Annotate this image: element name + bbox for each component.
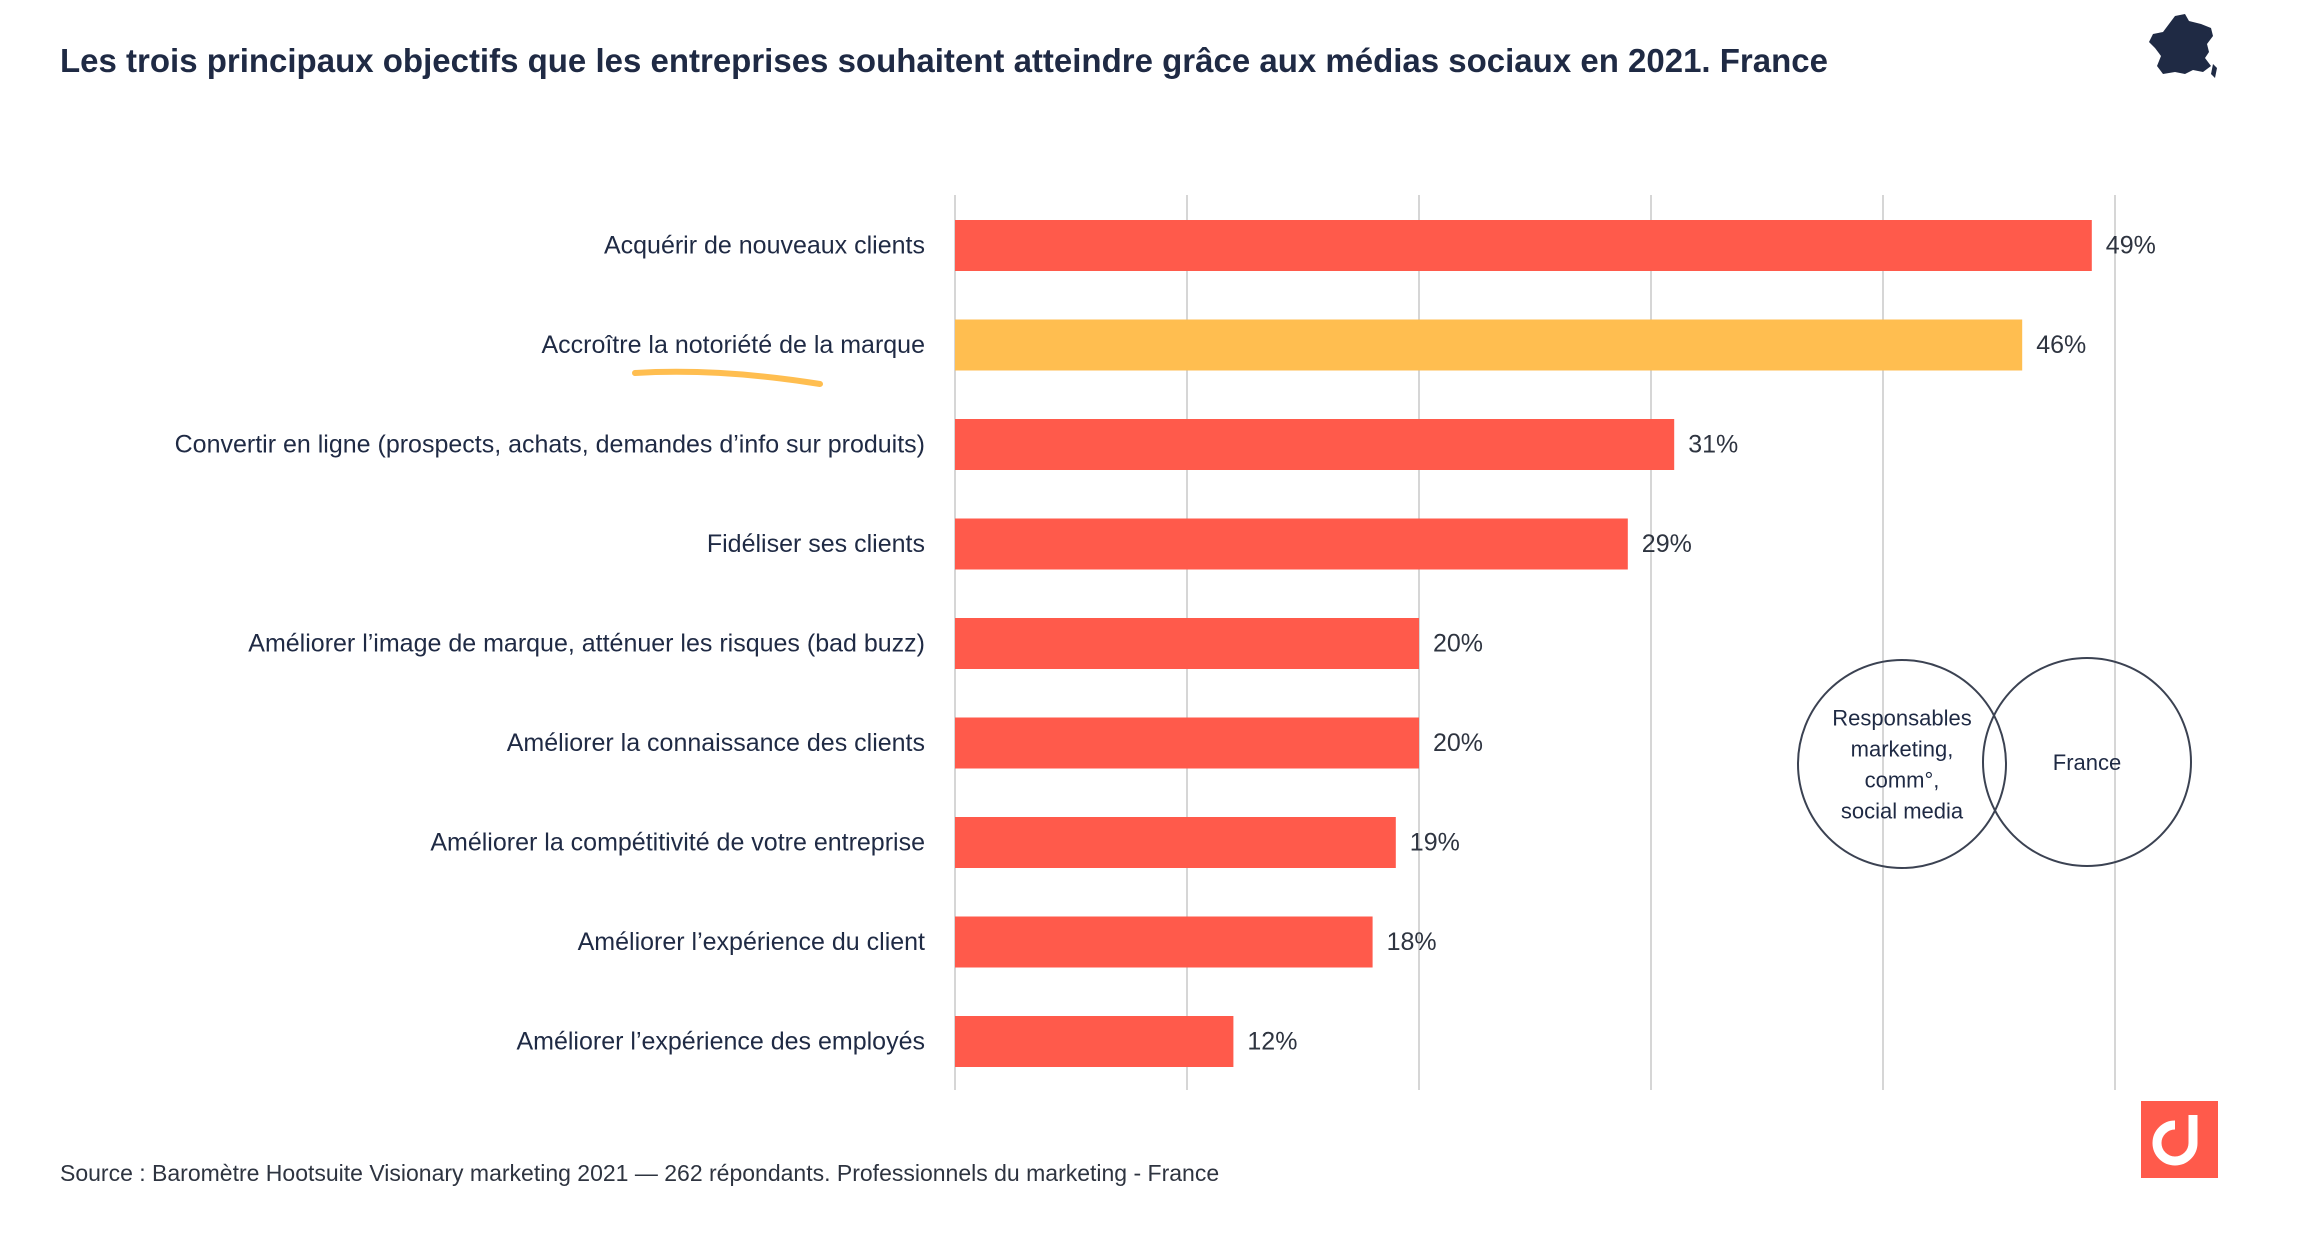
category-label: Améliorer la connaissance des clients bbox=[507, 729, 925, 757]
category-label: Acquérir de nouveaux clients bbox=[604, 232, 925, 260]
highlight-underline bbox=[632, 368, 823, 387]
data-label: 31% bbox=[1688, 431, 1738, 459]
category-label: Convertir en ligne (prospects, achats, d… bbox=[175, 431, 925, 459]
bar bbox=[955, 319, 2023, 371]
chart-title: Les trois principaux objectifs que les e… bbox=[60, 42, 1828, 79]
legend-circle bbox=[1982, 657, 2192, 867]
legend-label: Responsables bbox=[1832, 706, 1971, 731]
data-label: 46% bbox=[2036, 331, 2086, 359]
data-label: 20% bbox=[1433, 630, 1483, 658]
bar bbox=[955, 518, 1628, 570]
bar bbox=[955, 1016, 1234, 1067]
data-label: 12% bbox=[1247, 1028, 1297, 1056]
value-labels: 49% 46% 31% 29% 20% 20% 19% 18% 12% bbox=[1247, 232, 2155, 1056]
bar bbox=[955, 220, 2092, 271]
source-note: Source : Baromètre Hootsuite Visionary m… bbox=[60, 1160, 1220, 1186]
legend-label: France bbox=[2053, 750, 2121, 775]
legend-label: social media bbox=[1841, 799, 1964, 824]
category-label: Améliorer l’expérience du client bbox=[578, 928, 925, 956]
category-labels: Acquérir de nouveaux clients Accroître la… bbox=[175, 232, 925, 1056]
category-label: Améliorer la compétitivité de votre entr… bbox=[430, 829, 925, 857]
bar bbox=[955, 618, 1419, 669]
data-label: 29% bbox=[1642, 530, 1692, 558]
legend-label: marketing, bbox=[1851, 737, 1954, 762]
legend-label: comm°, bbox=[1865, 768, 1940, 793]
chart-bars bbox=[955, 220, 2092, 1067]
category-label: Améliorer l’expérience des employés bbox=[516, 1028, 925, 1056]
legend-circles: Responsables marketing, comm°, social media… bbox=[1797, 657, 2192, 869]
bar bbox=[955, 916, 1373, 968]
brand-logo-icon bbox=[2141, 1101, 2218, 1178]
category-label: Accroître la notoriété de la marque bbox=[541, 331, 925, 359]
bar bbox=[955, 419, 1675, 470]
data-label: 20% bbox=[1433, 729, 1483, 757]
bar bbox=[955, 717, 1419, 769]
data-label: 19% bbox=[1410, 829, 1460, 857]
category-label: Améliorer l’image de marque, atténuer le… bbox=[248, 630, 925, 658]
bar bbox=[955, 817, 1396, 868]
data-label: 49% bbox=[2106, 232, 2156, 260]
france-map-icon bbox=[2149, 14, 2217, 78]
data-label: 18% bbox=[1387, 928, 1437, 956]
category-label: Fidéliser ses clients bbox=[707, 530, 925, 558]
legend-circle bbox=[1797, 659, 2007, 869]
